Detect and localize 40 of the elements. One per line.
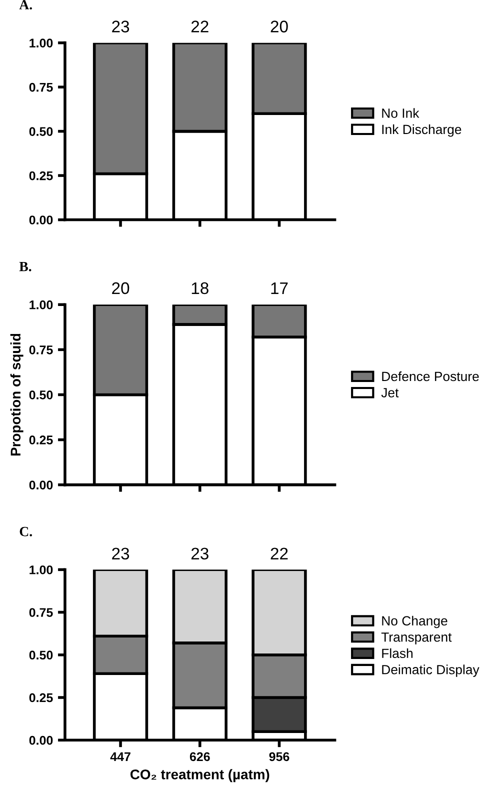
x-axis-title: CO₂ treatment (µatm) [130, 769, 270, 782]
y-tick-label: 1.00 [30, 565, 53, 574]
x-tick-label: 956 [269, 752, 290, 762]
y-tick-label: 0.50 [29, 390, 53, 400]
y-axis-title: Propotion of squid [10, 334, 24, 456]
text: 17 [271, 282, 288, 294]
y-tick-label: 0.75 [29, 82, 53, 92]
x-tick-label: 447 [110, 752, 130, 761]
legend-label: No Change [382, 616, 448, 628]
y-tick-label: 1.00 [30, 38, 53, 48]
y-tick-label: 0.50 [29, 127, 53, 136]
legend-label: Jet [381, 388, 399, 398]
y-tick-label: 0.25 [29, 436, 53, 444]
text: 23 [112, 548, 130, 560]
legend-label: Defence Posture [382, 371, 479, 382]
y-tick-label: 0.00 [29, 216, 53, 224]
y-tick-label: 0.50 [29, 650, 53, 660]
y-tick-label: 0.75 [29, 345, 53, 354]
legend-label: No Ink [382, 108, 420, 118]
y-tick-label: 0.25 [29, 171, 53, 180]
chart-title: A. [19, 0, 32, 10]
legend-label: Flash [382, 648, 413, 658]
text: 22 [270, 548, 288, 560]
text: 23 [191, 548, 208, 560]
legend-label: Deimatic Display [382, 664, 480, 677]
chart-title: C. [20, 526, 32, 536]
chart-title: B. [19, 262, 32, 272]
text: 23 [112, 20, 130, 32]
y-tick-label: 0.75 [29, 608, 53, 617]
y-tick-label: 0.00 [29, 736, 53, 745]
text: 18 [192, 282, 208, 294]
x-tick-label: 626 [190, 752, 210, 762]
y-tick-label: 0.00 [29, 480, 53, 490]
text: 20 [112, 282, 130, 294]
text: 22 [191, 20, 208, 32]
y-tick-label: 1.00 [30, 300, 53, 310]
legend-label: Ink Discharge [382, 124, 462, 137]
text: 20 [270, 20, 288, 32]
y-tick-label: 0.25 [29, 693, 53, 702]
legend-label: Transparent [381, 632, 452, 644]
